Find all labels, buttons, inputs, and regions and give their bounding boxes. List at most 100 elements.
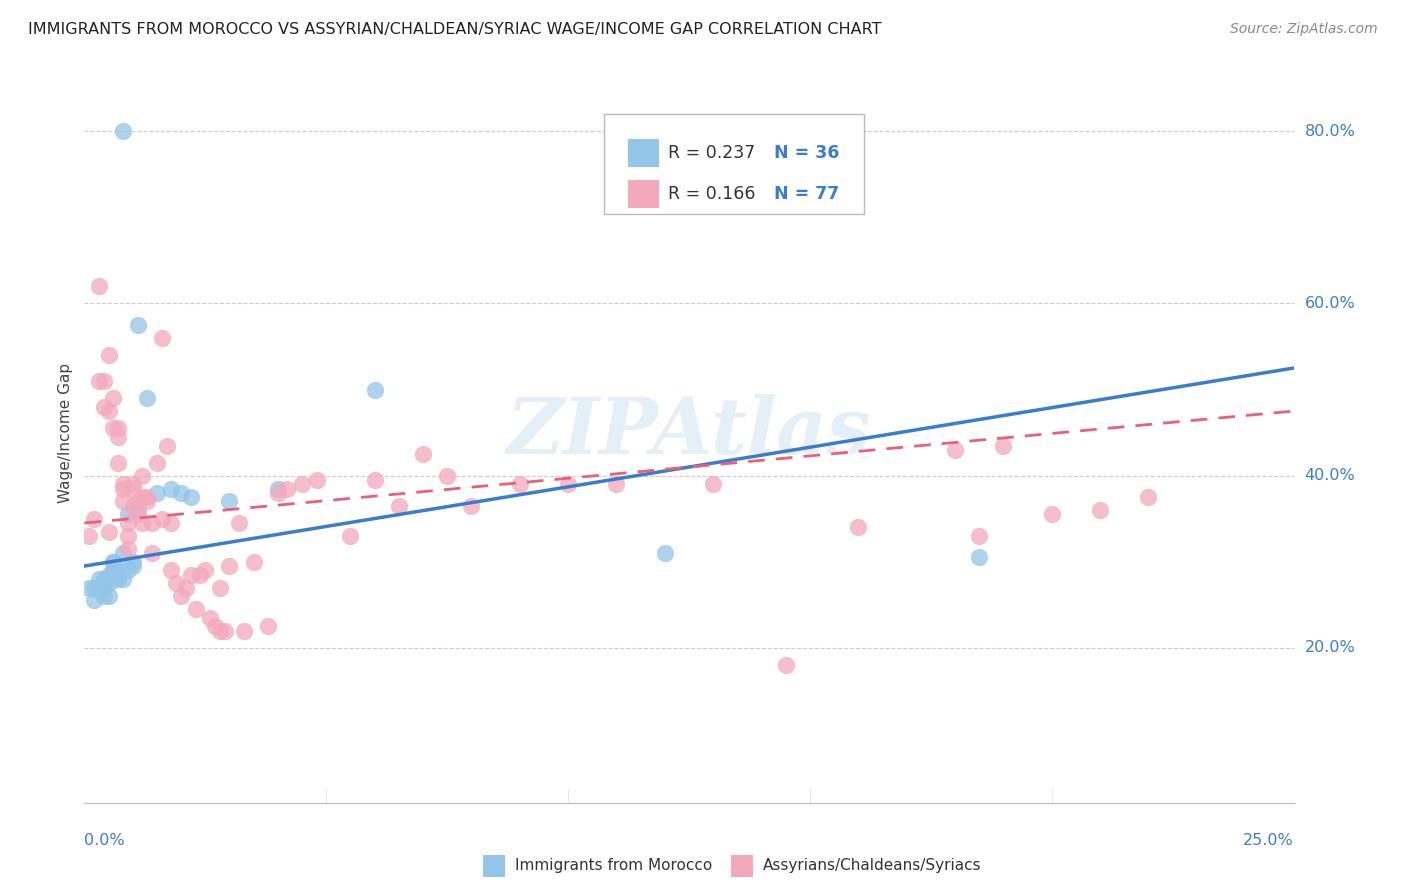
Point bbox=[117, 508, 139, 522]
Point bbox=[557, 477, 579, 491]
Text: 0.0%: 0.0% bbox=[84, 833, 125, 848]
Point bbox=[112, 482, 135, 496]
Point bbox=[214, 624, 236, 638]
Point bbox=[218, 559, 240, 574]
Point bbox=[198, 610, 221, 624]
Point bbox=[305, 473, 328, 487]
Point bbox=[339, 529, 361, 543]
Point bbox=[103, 563, 125, 577]
Point bbox=[180, 490, 202, 504]
Point bbox=[228, 516, 250, 530]
Point bbox=[77, 529, 100, 543]
Point bbox=[107, 572, 129, 586]
Text: N = 77: N = 77 bbox=[773, 185, 839, 202]
Point bbox=[993, 438, 1015, 452]
Point bbox=[107, 456, 129, 470]
Point bbox=[702, 477, 724, 491]
Point bbox=[160, 516, 183, 530]
Text: Source: ZipAtlas.com: Source: ZipAtlas.com bbox=[1230, 22, 1378, 37]
Point bbox=[267, 482, 290, 496]
Point bbox=[136, 494, 159, 508]
Point bbox=[103, 421, 125, 435]
Point bbox=[121, 482, 143, 496]
Point bbox=[967, 550, 990, 565]
Point bbox=[257, 619, 280, 633]
Point bbox=[194, 563, 217, 577]
Text: 25.0%: 25.0% bbox=[1243, 833, 1294, 848]
Point bbox=[218, 494, 240, 508]
Point bbox=[267, 486, 290, 500]
Point bbox=[208, 581, 231, 595]
Point bbox=[276, 482, 298, 496]
FancyBboxPatch shape bbox=[628, 180, 659, 208]
Text: ZIPAtlas: ZIPAtlas bbox=[506, 394, 872, 471]
Point bbox=[117, 541, 139, 556]
Point bbox=[204, 619, 226, 633]
Point bbox=[150, 331, 173, 345]
Point bbox=[107, 559, 129, 574]
Point bbox=[93, 400, 115, 414]
Point bbox=[460, 499, 482, 513]
Point bbox=[87, 581, 110, 595]
Point bbox=[87, 572, 110, 586]
Point bbox=[170, 589, 193, 603]
Point bbox=[150, 512, 173, 526]
Text: 80.0%: 80.0% bbox=[1305, 124, 1355, 139]
Point bbox=[103, 555, 125, 569]
Point bbox=[112, 124, 135, 138]
Point bbox=[131, 490, 153, 504]
Point bbox=[775, 658, 797, 673]
Point bbox=[170, 486, 193, 500]
Point bbox=[388, 499, 411, 513]
Point bbox=[190, 567, 212, 582]
FancyBboxPatch shape bbox=[484, 855, 505, 877]
FancyBboxPatch shape bbox=[731, 855, 754, 877]
Point bbox=[160, 482, 183, 496]
Point bbox=[93, 572, 115, 586]
Point bbox=[967, 529, 990, 543]
Point bbox=[97, 589, 120, 603]
Point bbox=[103, 555, 125, 569]
Point bbox=[184, 602, 207, 616]
Point bbox=[291, 477, 314, 491]
Point bbox=[1137, 490, 1160, 504]
Text: Assyrians/Chaldeans/Syriacs: Assyrians/Chaldeans/Syriacs bbox=[762, 858, 981, 873]
Point bbox=[121, 555, 143, 569]
Point bbox=[93, 581, 115, 595]
Point bbox=[121, 559, 143, 574]
Point bbox=[146, 456, 169, 470]
Point bbox=[436, 468, 458, 483]
Point bbox=[1088, 503, 1111, 517]
Point bbox=[107, 421, 129, 435]
Point bbox=[127, 503, 149, 517]
Text: 60.0%: 60.0% bbox=[1305, 296, 1355, 311]
Point bbox=[97, 576, 120, 591]
Point bbox=[412, 447, 434, 461]
Point bbox=[112, 477, 135, 491]
Point bbox=[112, 494, 135, 508]
Point bbox=[117, 563, 139, 577]
Point bbox=[93, 589, 115, 603]
Point bbox=[174, 581, 197, 595]
Point bbox=[112, 546, 135, 560]
Text: R = 0.237: R = 0.237 bbox=[668, 145, 755, 162]
Point bbox=[363, 473, 385, 487]
Point bbox=[127, 494, 149, 508]
Point bbox=[121, 499, 143, 513]
Point bbox=[131, 468, 153, 483]
Point bbox=[654, 546, 676, 560]
Point bbox=[363, 383, 385, 397]
Point bbox=[136, 490, 159, 504]
Text: Immigrants from Morocco: Immigrants from Morocco bbox=[515, 858, 711, 873]
Point bbox=[165, 576, 187, 591]
Point bbox=[87, 279, 110, 293]
Point bbox=[87, 374, 110, 388]
Y-axis label: Wage/Income Gap: Wage/Income Gap bbox=[58, 362, 73, 503]
Point bbox=[846, 520, 869, 534]
Point bbox=[93, 374, 115, 388]
Point bbox=[136, 391, 159, 405]
Point bbox=[233, 624, 256, 638]
Point bbox=[117, 529, 139, 543]
Point bbox=[509, 477, 531, 491]
Text: 20.0%: 20.0% bbox=[1305, 640, 1355, 656]
